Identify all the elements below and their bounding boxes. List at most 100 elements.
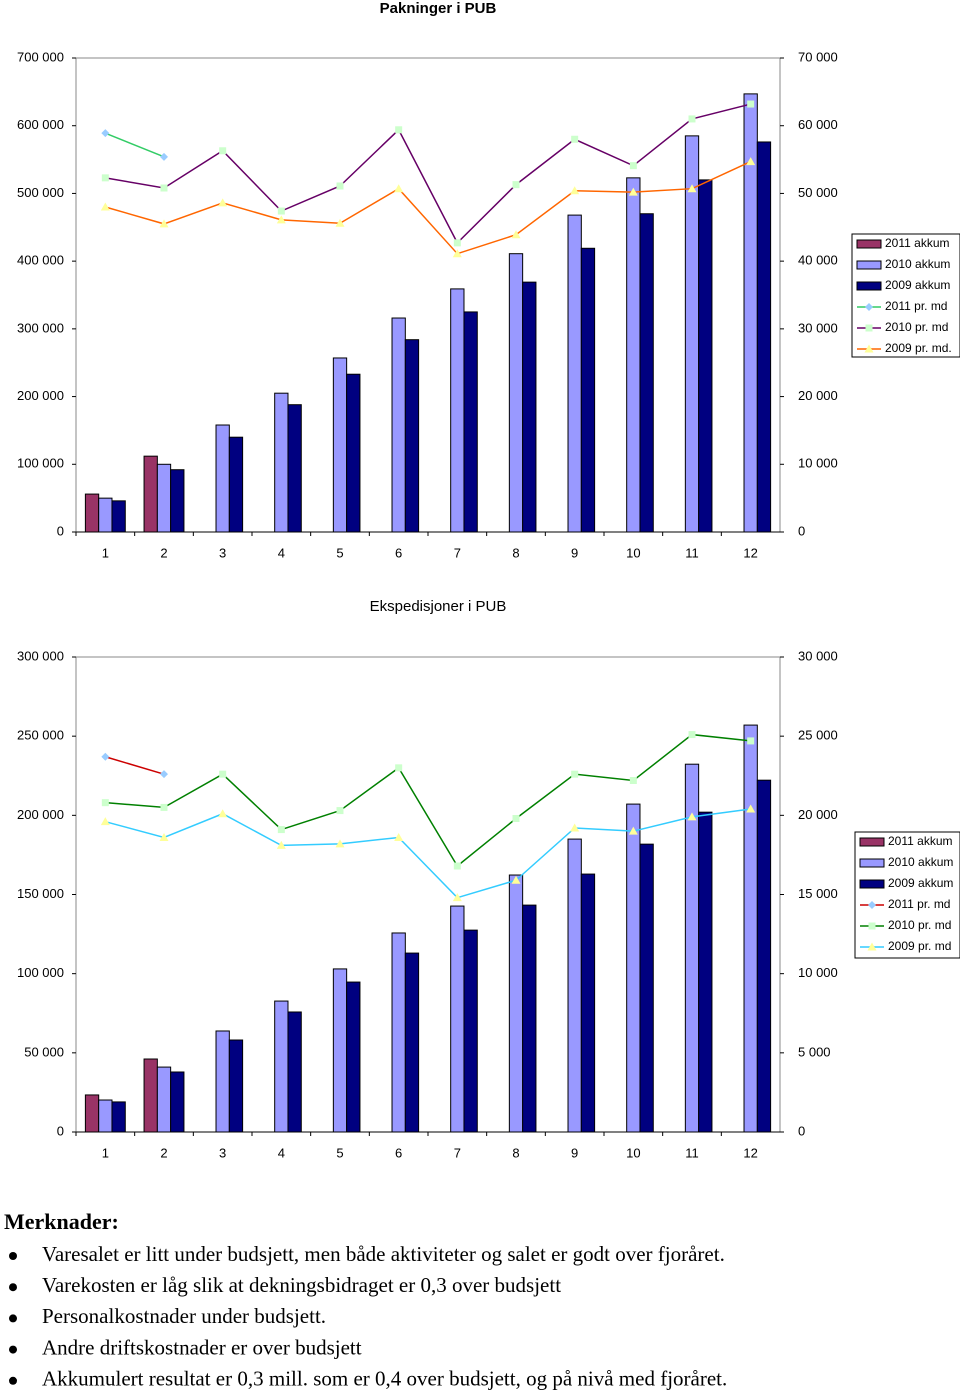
notes-item: Personalkostnader under budsjett. xyxy=(42,1304,326,1328)
marker xyxy=(746,157,756,166)
chart-title: Pakninger i PUB xyxy=(380,0,497,17)
bar xyxy=(522,281,537,533)
legend-swatch xyxy=(859,879,885,889)
x-tick-label: 8 xyxy=(512,1145,519,1160)
x-tick-label: 11 xyxy=(685,1145,699,1160)
bar xyxy=(404,952,420,1133)
x-tick-label: 12 xyxy=(743,1145,757,1160)
y2-tick-label: 60 000 xyxy=(798,117,838,132)
y2-tick-label: 20 000 xyxy=(798,807,838,822)
y-tick-label: 250 000 xyxy=(17,728,64,743)
bar xyxy=(332,357,348,533)
legend-label: 2009 akkum xyxy=(885,278,950,292)
bar xyxy=(228,1039,244,1133)
notes-item: Varekosten er låg slik at dekningsbidrag… xyxy=(42,1273,561,1297)
y2-tick-label: 30 000 xyxy=(798,320,838,335)
legend-box xyxy=(851,233,960,358)
marker xyxy=(218,198,228,207)
marker xyxy=(100,202,110,211)
bar xyxy=(404,339,420,533)
bar xyxy=(332,968,348,1133)
y2-tick-label: 10 000 xyxy=(798,456,838,471)
bullet xyxy=(9,1376,17,1385)
y-tick-label: 300 000 xyxy=(17,648,64,663)
bar xyxy=(287,404,302,533)
y-tick-label: 150 000 xyxy=(17,886,64,901)
legend-label: 2010 akkum xyxy=(885,257,950,271)
marker xyxy=(160,184,168,192)
marker xyxy=(395,764,403,772)
line xyxy=(105,733,751,868)
marker xyxy=(453,239,461,247)
marker xyxy=(101,129,110,138)
marker xyxy=(276,215,286,224)
plot-frame xyxy=(75,656,781,1133)
marker xyxy=(336,807,344,815)
bar xyxy=(287,1011,302,1133)
bar xyxy=(698,179,713,533)
bar xyxy=(156,1066,172,1133)
marker xyxy=(218,809,228,818)
y-tick-label: 200 000 xyxy=(17,807,64,822)
legend-swatch xyxy=(859,837,885,847)
marker xyxy=(276,840,286,849)
bar xyxy=(346,981,361,1133)
legend-label: 2010 akkum xyxy=(888,855,953,869)
line xyxy=(105,160,751,255)
bar xyxy=(391,932,406,1133)
marker xyxy=(868,901,876,909)
marker xyxy=(159,833,169,841)
marker xyxy=(452,249,462,258)
marker xyxy=(512,815,520,822)
bar xyxy=(639,213,654,533)
x-tick-label: 1 xyxy=(102,1145,109,1160)
marker xyxy=(336,182,344,190)
legend-swatch xyxy=(856,239,882,249)
marker xyxy=(746,804,756,813)
marker xyxy=(570,186,580,195)
x-tick-label: 10 xyxy=(626,1145,640,1160)
y-tick-label: 500 000 xyxy=(17,185,64,200)
y2-tick-label: 5 000 xyxy=(798,1044,831,1059)
y-tick-label: 0 xyxy=(57,523,64,538)
marker xyxy=(571,135,579,143)
bar xyxy=(639,843,654,1133)
bar xyxy=(170,1071,185,1133)
line xyxy=(105,756,165,775)
x-tick-label: 9 xyxy=(571,1145,578,1160)
y2-tick-label: 15 000 xyxy=(798,886,838,901)
marker xyxy=(865,324,873,332)
bar xyxy=(508,253,524,533)
y-tick-label: 200 000 xyxy=(17,388,64,403)
marker xyxy=(865,303,873,311)
bar xyxy=(84,1094,100,1133)
marker xyxy=(101,752,110,761)
line xyxy=(105,132,165,158)
marker xyxy=(101,174,109,182)
x-tick-label: 2 xyxy=(160,1145,167,1160)
legend-label: 2011 pr. md xyxy=(888,897,950,911)
marker xyxy=(571,770,579,778)
bar xyxy=(508,874,524,1133)
bar xyxy=(580,247,596,533)
x-tick-label: 5 xyxy=(336,545,343,560)
legend-label: 2010 pr. md xyxy=(885,320,948,334)
y-tick-label: 0 xyxy=(57,1123,64,1138)
marker xyxy=(570,823,580,832)
marker xyxy=(688,731,696,739)
bar xyxy=(756,141,772,533)
bar xyxy=(580,873,596,1133)
legend-label: 2009 pr. md xyxy=(888,939,951,953)
marker xyxy=(628,826,638,835)
legend-swatch xyxy=(856,281,882,291)
bar xyxy=(228,436,244,533)
legend-label: 2009 pr. md. xyxy=(885,341,952,355)
marker xyxy=(219,147,227,155)
marker xyxy=(394,184,404,193)
x-tick-label: 8 xyxy=(512,545,519,560)
y-tick-label: 100 000 xyxy=(17,456,64,471)
x-tick-label: 3 xyxy=(219,1145,226,1160)
marker xyxy=(511,875,521,884)
marker xyxy=(335,839,345,848)
